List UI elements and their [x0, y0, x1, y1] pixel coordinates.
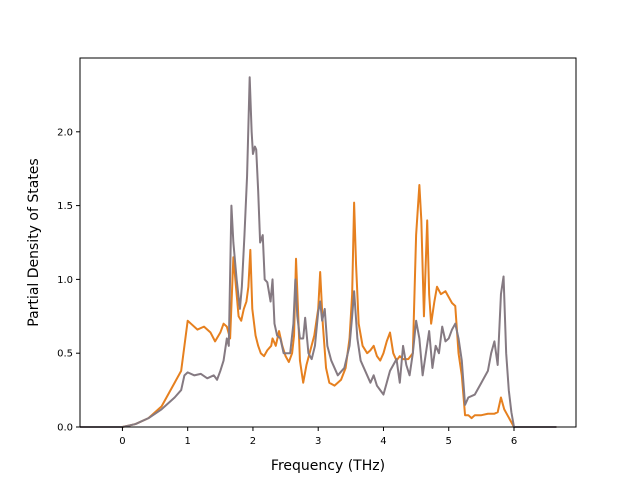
x-tick-label: 4 — [380, 436, 386, 447]
plot-frame — [79, 57, 577, 428]
x-tick-label: 6 — [511, 436, 517, 447]
y-tick-label: 1.0 — [57, 275, 73, 286]
y-axis-ticks: 0.0 0.5 1.0 1.5 2.0 — [57, 127, 80, 434]
y-tick-label: 1.5 — [57, 201, 73, 212]
y-tick-label: 0.0 — [57, 423, 73, 434]
series-layer — [80, 76, 557, 428]
x-tick-label: 1 — [184, 436, 190, 447]
x-tick-label: 2 — [250, 436, 256, 447]
x-axis-label: Frequency (THz) — [271, 458, 385, 474]
x-tick-label: 3 — [315, 436, 321, 447]
x-tick-label: 5 — [446, 436, 452, 447]
series-line-2 — [80, 76, 557, 428]
y-tick-label: 0.5 — [57, 349, 73, 360]
y-axis-label: Partial Density of States — [26, 158, 42, 326]
x-axis-ticks: 0 1 2 3 4 5 6 — [119, 427, 517, 447]
x-tick-label: 0 — [119, 436, 125, 447]
series-line-1 — [80, 183, 557, 428]
y-tick-label: 2.0 — [57, 127, 73, 138]
